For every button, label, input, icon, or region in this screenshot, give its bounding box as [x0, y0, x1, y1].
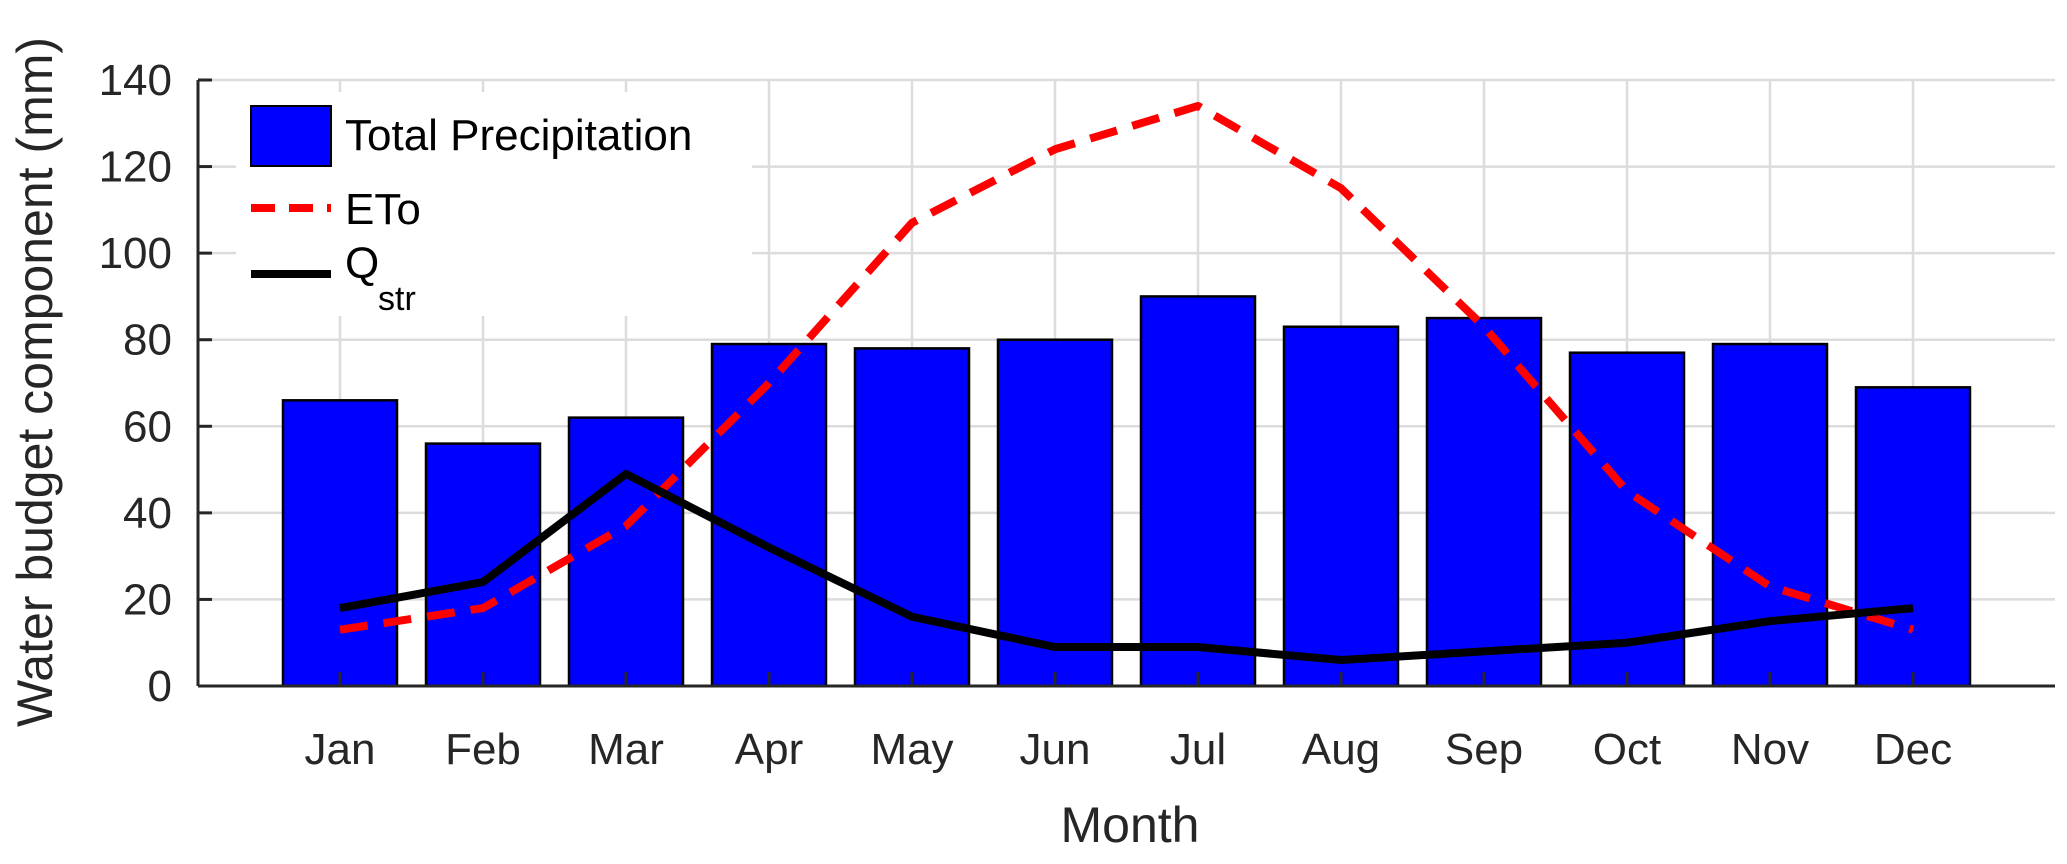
- x-tick-label-nov: Nov: [1731, 725, 1809, 774]
- qstr-point-may: [911, 616, 913, 618]
- legend-label-q: Q: [345, 239, 379, 288]
- legend-label-q-subscript: str: [378, 280, 416, 318]
- eto-point-sep: [1483, 326, 1485, 328]
- bar-precipitation-apr: [710, 342, 828, 688]
- y-tick-label: 20: [123, 575, 172, 624]
- qstr-point-apr: [768, 546, 770, 548]
- legend-label-eto: ETo: [345, 185, 421, 234]
- x-tick-label-aug: Aug: [1302, 725, 1380, 774]
- x-tick-label-jun: Jun: [1020, 725, 1091, 774]
- bar-precipitation-jun: [996, 338, 1114, 688]
- y-tick-label: 120: [99, 143, 172, 192]
- y-tick-label: 0: [148, 662, 172, 711]
- bar-precipitation-dec: [1854, 386, 1972, 688]
- precipitation-bars: [281, 295, 1972, 688]
- eto-point-jan: [339, 629, 341, 631]
- legend-swatch-precipitation: [250, 105, 332, 167]
- eto-point-jul: [1197, 105, 1199, 107]
- qstr-point-feb: [482, 581, 484, 583]
- x-tick-label-dec: Dec: [1874, 725, 1952, 774]
- qstr-point-mar: [625, 473, 627, 475]
- legend-label-precipitation: Total Precipitation: [345, 111, 692, 160]
- x-tick-label-mar: Mar: [588, 725, 664, 774]
- y-tick-label: 40: [123, 489, 172, 538]
- bar-precipitation-feb: [424, 442, 542, 688]
- bar-precipitation-may: [853, 347, 971, 688]
- x-tick-label-oct: Oct: [1593, 725, 1661, 774]
- y-axis-title: Water budget component (mm): [7, 37, 63, 727]
- eto-point-apr: [768, 382, 770, 384]
- eto-point-dec: [1912, 629, 1914, 631]
- qstr-point-jul: [1197, 646, 1199, 648]
- bar-precipitation-jan: [281, 399, 399, 688]
- qstr-point-sep: [1483, 650, 1485, 652]
- x-tick-label-apr: Apr: [735, 725, 803, 774]
- eto-point-aug: [1340, 187, 1342, 189]
- bar-precipitation-oct: [1568, 351, 1686, 688]
- eto-point-nov: [1769, 585, 1771, 587]
- x-tick-label-jan: Jan: [305, 725, 376, 774]
- axes: [196, 78, 2055, 688]
- y-tick-label: 100: [99, 229, 172, 278]
- x-tick-label-jul: Jul: [1170, 725, 1226, 774]
- x-axis-title: Month: [1061, 797, 1200, 853]
- x-tick-label-feb: Feb: [445, 725, 521, 774]
- bar-precipitation-nov: [1711, 342, 1829, 688]
- qstr-line: [339, 469, 1914, 665]
- x-tick-label-may: May: [870, 725, 953, 774]
- eto-point-may: [911, 222, 913, 224]
- y-tick-label: 140: [99, 56, 172, 105]
- bar-precipitation-jul: [1139, 295, 1257, 688]
- eto-point-mar: [625, 525, 627, 527]
- qstr-point-nov: [1769, 620, 1771, 622]
- qstr-point-dec: [1912, 607, 1914, 609]
- bar-precipitation-aug: [1282, 325, 1400, 688]
- qstr-point-aug: [1340, 659, 1342, 661]
- qstr-point-jun: [1054, 646, 1056, 648]
- bar-precipitation-mar: [567, 416, 685, 688]
- eto-point-oct: [1626, 490, 1628, 492]
- x-tick-label-sep: Sep: [1445, 725, 1523, 774]
- legend: Total Precipitation ETo Q str: [236, 92, 752, 318]
- bar-precipitation-sep: [1425, 316, 1543, 688]
- eto-line: [339, 101, 1915, 634]
- y-tick-label: 60: [123, 402, 172, 451]
- eto-point-jun: [1054, 148, 1056, 150]
- series-lines: [339, 101, 1915, 665]
- tick-labels: 0 20 40 60 80 100 120 140 Jan Feb Mar Apr May Jun Jul A…: [99, 56, 1953, 774]
- eto-point-feb: [482, 607, 484, 609]
- qstr-point-jan: [339, 607, 341, 609]
- qstr-point-oct: [1626, 642, 1628, 644]
- y-tick-label: 80: [123, 316, 172, 365]
